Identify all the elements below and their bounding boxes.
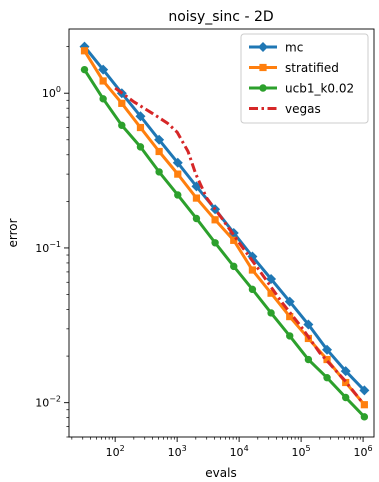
data-point (342, 393, 350, 402)
data-point (340, 366, 351, 377)
data-point (99, 77, 107, 85)
x-tick-label: 103 (168, 444, 187, 459)
legend-item: ucb1_k0.02 (249, 82, 354, 96)
legend-marker (258, 42, 268, 52)
data-point (136, 143, 145, 151)
data-point (174, 191, 182, 199)
x-tick-label: 102 (106, 444, 125, 459)
legend-label: mc (285, 41, 303, 55)
data-point (342, 378, 350, 387)
data-point (303, 319, 314, 330)
data-point (359, 385, 370, 396)
legend-item: mc (249, 41, 303, 55)
data-point (135, 111, 146, 122)
data-point (155, 168, 163, 176)
data-point (98, 64, 109, 75)
data-point (304, 355, 313, 364)
y-tick-label: 10−2 (35, 395, 61, 410)
data-point (136, 123, 145, 132)
legend-label: stratified (285, 61, 339, 75)
data-point (230, 236, 238, 244)
y-axis: 10−2 10−1 100 (35, 46, 69, 438)
legend-label: vegas (285, 102, 321, 116)
x-axis-label: evals (205, 466, 236, 480)
y-axis-label: error (6, 218, 20, 247)
series-mc (79, 41, 370, 396)
data-point (323, 374, 331, 382)
x-tick-label: 106 (354, 444, 373, 459)
data-point (286, 312, 294, 321)
data-point (174, 170, 182, 178)
data-point (284, 296, 295, 307)
data-point (248, 266, 257, 274)
data-point (80, 65, 89, 74)
data-point (118, 121, 126, 130)
y-tick-label: 100 (42, 85, 61, 100)
data-point (154, 134, 165, 145)
data-point (118, 99, 126, 107)
data-point (267, 289, 275, 297)
data-point (192, 194, 201, 202)
data-point (211, 239, 219, 247)
series-layer (79, 41, 370, 421)
series-line (83, 45, 366, 392)
x-tick-label: 105 (292, 444, 311, 459)
legend-label: ucb1_k0.02 (285, 82, 354, 96)
data-point (286, 332, 294, 340)
legend-item: vegas (249, 102, 321, 116)
legend-marker (259, 63, 267, 72)
data-point (80, 47, 89, 55)
series-line (83, 68, 366, 418)
data-point (211, 216, 219, 224)
x-axis: 102 103 104 105 106 (71, 437, 373, 459)
data-point (322, 344, 333, 355)
plot-frame (68, 28, 375, 438)
data-point (155, 147, 163, 156)
data-point (248, 285, 257, 294)
data-point (230, 262, 238, 271)
chart-title: noisy_sinc - 2D (168, 9, 273, 25)
y-tick-label: 10−1 (35, 240, 61, 255)
x-tick-label: 104 (230, 444, 249, 459)
data-point (323, 355, 331, 364)
data-point (267, 309, 275, 317)
data-point (360, 413, 369, 421)
data-point (172, 157, 183, 168)
data-point (266, 273, 277, 284)
data-point (360, 401, 368, 409)
legend-marker (259, 84, 267, 92)
series-ucb1-k0-02 (80, 65, 369, 421)
data-point (99, 95, 107, 103)
legend-box (240, 33, 369, 124)
data-point (192, 214, 201, 223)
legend-item: stratified (249, 61, 339, 75)
